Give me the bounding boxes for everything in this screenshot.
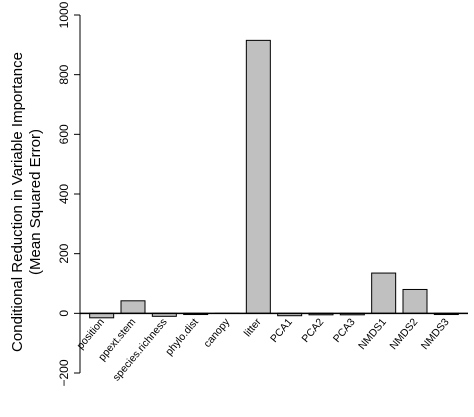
y-axis-title: Conditional Reduction in Variable Import… (9, 52, 44, 352)
y-tick-label: −200 (57, 359, 71, 386)
x-category-label: position (75, 316, 108, 352)
x-axis-labels: positionppext.stemspecies.richnessphylo.… (75, 316, 452, 384)
y-axis-title-line-2: (Mean Squared Error) (27, 129, 44, 275)
bar-litter (246, 40, 270, 313)
y-axis: −200 0 200 400 600 800 1000 (57, 1, 80, 386)
y-tick-label: 0 (57, 310, 71, 317)
y-tick-label: 600 (57, 124, 71, 144)
bar-ppext-stem (121, 301, 145, 314)
x-category-label: NMDS1 (356, 316, 389, 352)
x-category-label: phylo.dist (163, 316, 201, 358)
y-tick-label: 400 (57, 184, 71, 204)
bars (90, 40, 459, 317)
x-category-label: NMDS3 (419, 316, 452, 352)
y-tick-label: 200 (57, 243, 71, 263)
x-category-label: NMDS2 (387, 316, 420, 352)
x-category-label: PCA2 (299, 316, 326, 345)
bar-nmds1 (372, 273, 396, 313)
y-tick-label: 1000 (57, 1, 71, 28)
x-category-label: canopy (201, 316, 232, 350)
y-tick-label: 800 (57, 64, 71, 84)
x-category-label: PCA1 (268, 316, 295, 345)
y-axis-title-line-1: Conditional Reduction in Variable Import… (9, 52, 26, 352)
bar-nmds2 (403, 289, 427, 313)
x-category-label: litter (242, 316, 264, 339)
x-category-label: PCA3 (331, 316, 358, 345)
